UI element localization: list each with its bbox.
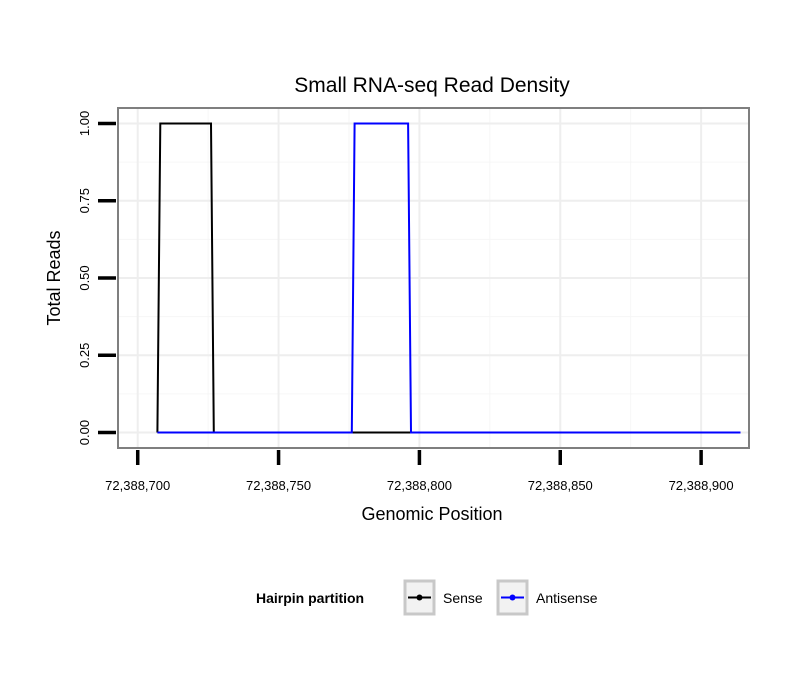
series-line-antisense — [157, 122, 741, 434]
x-tick-label: 72,388,900 — [669, 478, 734, 493]
x-tick-label: 72,388,750 — [246, 478, 311, 493]
plot-border — [117, 107, 750, 449]
y-axis-title: Total Reads — [44, 230, 64, 325]
legend-marker-antisense — [509, 594, 516, 601]
chart-title: Small RNA-seq Read Density — [294, 74, 570, 97]
y-tick-label: 0.50 — [77, 265, 92, 290]
x-axis-title: Genomic Position — [361, 504, 502, 524]
y-tick-label: 0.75 — [77, 188, 92, 213]
y-tick-label: 0.00 — [77, 420, 92, 445]
x-tick-label: 72,388,800 — [387, 478, 452, 493]
plot-area: 0.00 0.25 0.50 0.75 1.00 72,388,700 72,388,750… — [77, 107, 750, 493]
legend-marker-sense — [416, 594, 423, 601]
series-line-sense — [156, 122, 741, 434]
legend-label-sense: Sense — [443, 590, 483, 606]
legend: Hairpin partition Sense Antisense — [256, 579, 598, 616]
x-tick-label: 72,388,850 — [528, 478, 593, 493]
y-tick-label: 1.00 — [77, 111, 92, 136]
legend-label-antisense: Antisense — [536, 590, 598, 606]
x-tick-label: 72,388,700 — [105, 478, 170, 493]
y-tick-label: 0.25 — [77, 343, 92, 368]
legend-title: Hairpin partition — [256, 590, 364, 606]
